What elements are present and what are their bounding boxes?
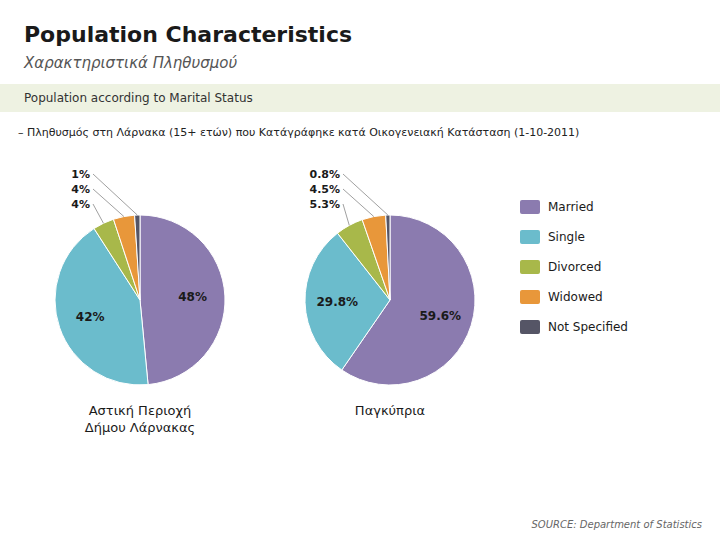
legend-entry: Single — [548, 230, 585, 244]
source: SOURCE: Department of Statistics — [531, 519, 702, 530]
leader-line — [93, 204, 103, 223]
pie — [55, 215, 225, 385]
data-labels: 48% 42% 4% 4% 1% — [71, 168, 207, 324]
pie-title: Παγκύπρια — [355, 403, 425, 418]
legend-swatch — [520, 200, 540, 214]
leader-line — [93, 189, 124, 217]
legend-entry: Not Specified — [548, 320, 628, 334]
leader-line — [343, 204, 349, 225]
data-label: 5.3% — [309, 198, 340, 211]
legend-entry: Divorced — [548, 260, 601, 274]
legend-entry: Married — [548, 200, 594, 214]
data-label: 42% — [76, 310, 105, 324]
pie — [305, 215, 475, 385]
data-label: 4.5% — [309, 183, 340, 196]
pie-slice — [113, 215, 140, 300]
data-label: 59.6% — [420, 309, 462, 323]
pie-slice — [135, 215, 140, 300]
pie-title: Αστική ΠεριοχήΔήμου Λάρνακας — [85, 403, 195, 435]
leader-line — [343, 189, 374, 217]
data-label: 0.8% — [309, 168, 340, 181]
banner-text: Population according to Marital Status — [24, 91, 253, 105]
legend-entry: Widowed — [548, 290, 603, 304]
legend-swatch — [520, 260, 540, 274]
data-labels: 59.6% 29.8% 5.3% 4.5% 0.8% — [309, 168, 461, 323]
caption: – Πληθυσμός στη Λάρνακα (15+ ετών) που Κ… — [18, 126, 579, 139]
data-label: 48% — [178, 290, 207, 304]
legend-swatch — [520, 320, 540, 334]
banner — [0, 84, 720, 112]
legend-swatch — [520, 290, 540, 304]
leader-line — [93, 174, 137, 215]
pie-slice — [362, 215, 390, 300]
legend: Married Single Divorced Widowed Not Specifie… — [520, 200, 628, 334]
data-label: 4% — [71, 183, 90, 196]
title: Population Characteristics — [24, 22, 352, 47]
legend-swatch — [520, 230, 540, 244]
data-label: 1% — [71, 168, 90, 181]
pie-slice — [140, 215, 225, 385]
chart: Population Characteristics Χαρακτηριστικά… — [0, 0, 720, 540]
data-label: 29.8% — [317, 295, 359, 309]
pie-slice — [386, 215, 390, 300]
leader-line — [343, 174, 388, 215]
data-label: 4% — [71, 198, 90, 211]
subtitle: Χαρακτηριστικά Πληθυσμού — [23, 54, 237, 72]
